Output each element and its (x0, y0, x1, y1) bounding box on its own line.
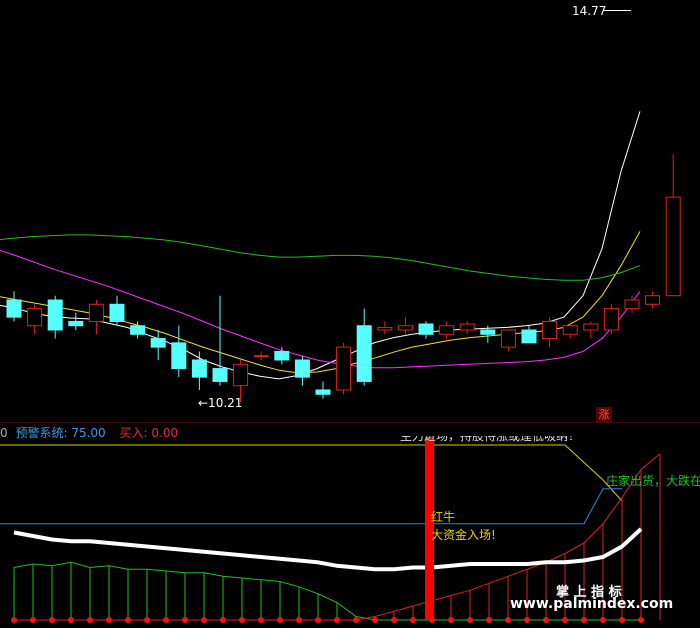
indicator-blue-line (0, 488, 622, 525)
baseline-dot (581, 617, 587, 623)
candle-body (665, 196, 681, 297)
candle-body (294, 359, 310, 378)
baseline-dot (315, 617, 321, 623)
indicator-top-text: 主力进场，持股待涨或逢低吸纳！ (400, 436, 581, 443)
high-arrow-icon (603, 10, 631, 11)
candle-body (562, 325, 578, 335)
baseline-dot (125, 617, 131, 623)
baseline-dot (277, 617, 283, 623)
rise-badge: 涨 (596, 407, 612, 423)
indicator-right-text: 庄家出货，大跌在 (606, 474, 700, 488)
candle-body (397, 325, 413, 331)
baseline-dot (87, 617, 93, 623)
baseline-dot (486, 617, 492, 623)
baseline-dot (258, 617, 264, 623)
baseline-dot (30, 617, 36, 623)
candle-body (315, 389, 331, 395)
candle-body (68, 320, 84, 327)
indicator-header: 0 预警系统: 75.00 买入: 0.00 (0, 424, 178, 440)
baseline-dot (429, 617, 435, 623)
panel-divider (0, 422, 700, 423)
green-hist-outline (13, 561, 641, 621)
baseline-dot (49, 617, 55, 623)
candle-body (521, 329, 537, 344)
baseline-dot (410, 617, 416, 623)
ma-line-3 (0, 234, 641, 281)
candle-body (150, 338, 166, 348)
indicator-prefix: 0 (0, 426, 8, 440)
baseline-dot (334, 617, 340, 623)
candle-body (47, 299, 63, 331)
baseline-dot (448, 617, 454, 623)
baseline-dot (353, 617, 359, 623)
candle-body (542, 320, 558, 340)
candle-body (109, 303, 125, 322)
candle-body (459, 323, 475, 331)
baseline-dot (220, 617, 226, 623)
indicator-white-line (13, 527, 643, 572)
candle-body (583, 323, 599, 331)
indicator-warning-label[interactable]: 预警系统: 75.00 (15, 426, 106, 440)
baseline-dot (11, 617, 17, 623)
baseline-dot (619, 617, 625, 623)
candle-body (418, 323, 434, 335)
candle-body (377, 326, 393, 331)
big-funds-label: 大资金入场! (431, 528, 496, 542)
candle-body (603, 308, 619, 331)
candle-body (212, 368, 228, 382)
baseline-dot (201, 617, 207, 623)
candle-body (233, 363, 249, 387)
baseline-dot (296, 617, 302, 623)
baseline-dot (600, 617, 606, 623)
baseline-dot (638, 617, 644, 623)
candle-body (253, 355, 269, 358)
candle-body (27, 308, 43, 327)
candle-body (336, 346, 352, 391)
indicator-panel (0, 437, 661, 623)
watermark-title: 掌 上 指 标 (556, 585, 622, 600)
baseline-dot (467, 617, 473, 623)
baseline-dot (106, 617, 112, 623)
candle-body (191, 359, 207, 378)
baseline-dot (239, 617, 245, 623)
baseline-dot (524, 617, 530, 623)
indicator-yellow-line (0, 444, 623, 502)
candle-body (500, 329, 516, 348)
candle-body (624, 299, 640, 310)
candle-body (274, 350, 290, 361)
candle-body (480, 329, 496, 335)
ma-line-2 (0, 249, 641, 369)
main-candles (6, 154, 681, 402)
candle-body (439, 325, 455, 335)
candle-body (130, 325, 146, 335)
baseline-dot (182, 617, 188, 623)
low-price-marker: ←10.21 (198, 396, 243, 410)
baseline-dot (562, 617, 568, 623)
high-price-marker: 14.77 (572, 4, 607, 18)
indicator-buy-label[interactable]: 买入: 0.00 (119, 426, 179, 440)
baseline-dot (144, 617, 150, 623)
watermark-url: www.palmindex.com (510, 596, 674, 612)
baseline-dot (372, 617, 378, 623)
candle-body (645, 295, 661, 305)
signal-bar (425, 437, 434, 620)
candle-body (88, 303, 104, 322)
candle-body (171, 342, 187, 370)
red-cow-label: 红牛 (431, 510, 456, 524)
baseline-dot (163, 617, 169, 623)
baseline-dot (391, 617, 397, 623)
candle-body (6, 299, 22, 318)
baseline-dot (68, 617, 74, 623)
baseline-dot (505, 617, 511, 623)
candle-body (356, 325, 372, 382)
baseline-dot (543, 617, 549, 623)
